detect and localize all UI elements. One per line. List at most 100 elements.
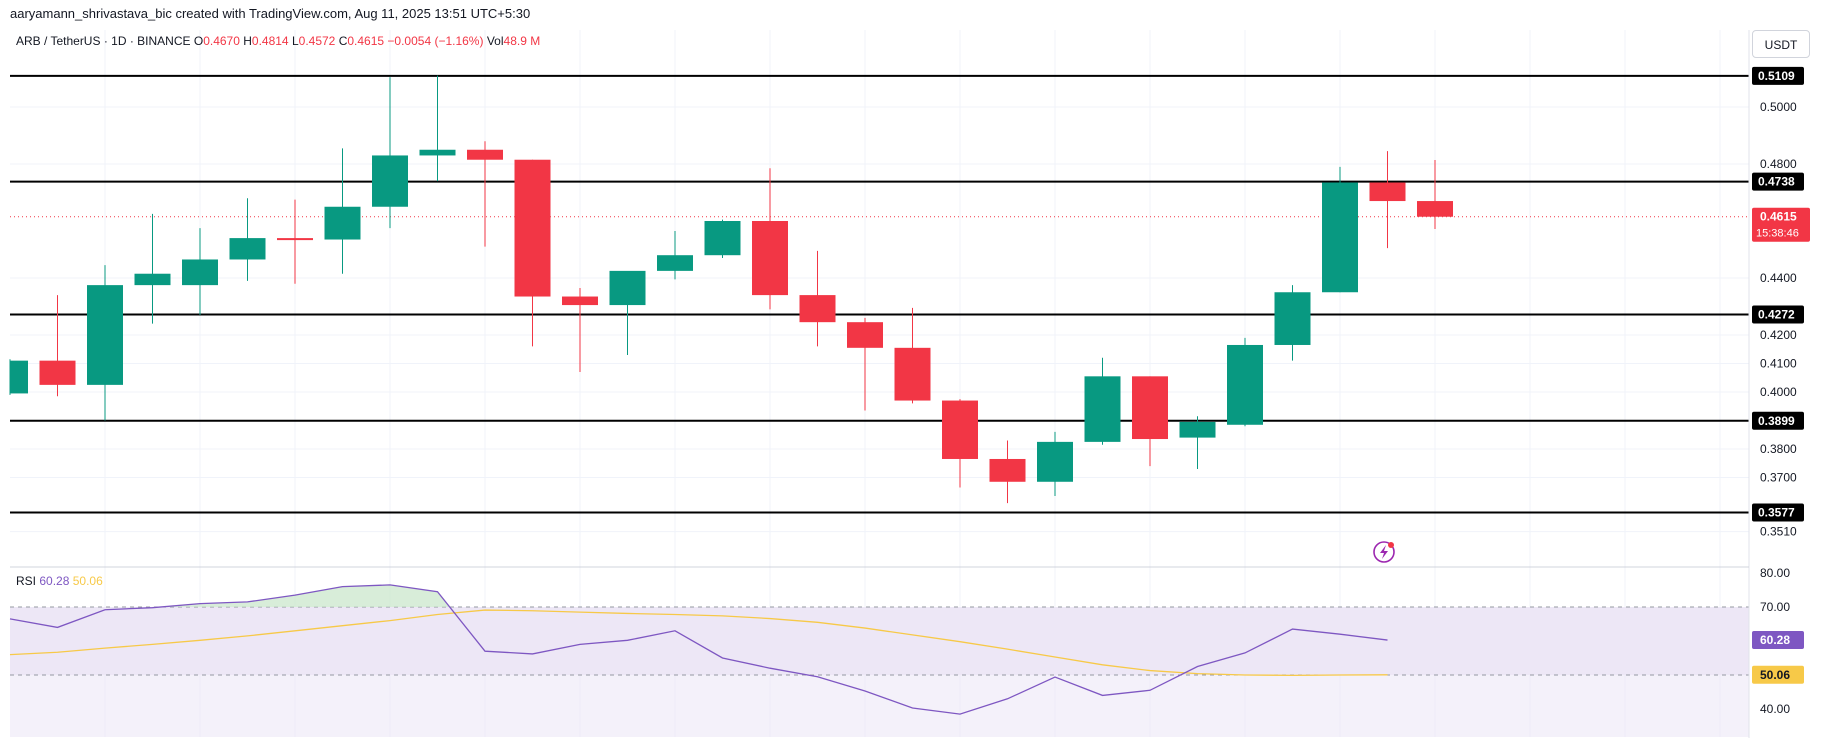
candle-body — [182, 259, 218, 286]
candle — [277, 199, 313, 284]
candle-body — [1369, 182, 1406, 202]
level-tag-label: 0.4738 — [1758, 175, 1795, 189]
candle — [704, 219, 741, 259]
candle — [1274, 285, 1311, 361]
rsi-pane[interactable] — [9, 584, 1388, 715]
rsi-band-fill — [10, 607, 1749, 675]
candle — [894, 307, 931, 404]
candle — [562, 287, 598, 373]
candle-body — [1274, 292, 1311, 345]
support-resistance-levels[interactable] — [10, 74, 1749, 514]
price-tick-label: 0.3700 — [1760, 471, 1797, 485]
volume-value: 48.9 M — [503, 34, 541, 48]
candle-body — [87, 285, 123, 385]
price-tick-label: 0.5000 — [1760, 100, 1797, 114]
current-price-tag — [1752, 207, 1810, 242]
candle — [609, 270, 646, 355]
candle-body — [942, 400, 978, 459]
rsi-overbought-fill — [160, 584, 450, 607]
high-label: H — [243, 34, 252, 48]
open-label: O — [193, 34, 204, 48]
candle — [372, 77, 408, 229]
candlestick-series[interactable] — [9, 75, 1453, 504]
rsi-line — [9, 584, 1388, 715]
candle-body — [1322, 182, 1358, 293]
price-axis[interactable]: 0.5000 0.4800 0.4400 0.4200 0.4100 0.4000 0.38… — [1748, 0, 1825, 738]
rsi-value: 60.28 — [39, 574, 70, 588]
candle — [1132, 376, 1168, 467]
price-tick-label: 0.4200 — [1760, 328, 1797, 342]
currency-button[interactable]: USDT — [1752, 30, 1810, 58]
candle — [39, 295, 76, 397]
candle — [847, 317, 883, 411]
rsi-ma-value: 50.06 — [72, 574, 103, 588]
candle-body — [752, 221, 788, 296]
candle-body — [372, 155, 408, 207]
level-tag — [1752, 66, 1804, 85]
level-tag-label: 0.3899 — [1758, 414, 1795, 428]
candle-body — [894, 347, 931, 401]
candle — [799, 250, 836, 347]
candle-body — [657, 255, 693, 271]
rsi-tick-label: 70.00 — [1760, 600, 1790, 614]
lightning-icon[interactable] — [1373, 541, 1395, 563]
rsi-tick-label: 80.00 — [1760, 566, 1790, 580]
axis-background — [1749, 0, 1825, 738]
candle-body — [514, 159, 551, 297]
rsi-band-lower — [10, 675, 1749, 737]
countdown-label: 15:38:46 — [1756, 228, 1799, 240]
rsi-ma-value-tag-label: 50.06 — [1760, 668, 1790, 682]
low-label: L — [291, 34, 299, 48]
rsi-band — [10, 606, 1749, 737]
price-tick-label: 0.4800 — [1760, 157, 1797, 171]
rsi-ma-line — [9, 609, 1388, 676]
candle-body — [704, 221, 741, 256]
candle — [1322, 166, 1358, 293]
candle-body — [134, 273, 171, 286]
candle — [324, 148, 361, 274]
candle — [134, 213, 171, 324]
level-tag — [1752, 172, 1804, 191]
level-tag — [1752, 503, 1804, 522]
close-label: C — [338, 34, 348, 48]
rsi-value-tag-label: 60.28 — [1760, 633, 1790, 647]
candle-body — [1037, 441, 1073, 482]
candle-body — [1084, 376, 1121, 442]
candle-body — [1227, 344, 1263, 425]
candle-body — [562, 296, 598, 306]
open-value: 0.4670 — [203, 34, 240, 48]
candle — [1227, 337, 1263, 427]
candle-body — [467, 149, 503, 160]
candle — [87, 265, 123, 421]
candle — [1179, 416, 1216, 469]
level-tag — [1752, 305, 1804, 324]
candle-body — [277, 238, 313, 241]
rsi-title[interactable]: RSI — [16, 574, 37, 588]
candle — [1417, 160, 1453, 229]
candle — [467, 141, 503, 247]
symbol-name[interactable]: ARB / TetherUS · 1D · BINANCE — [16, 34, 191, 48]
candle-body — [847, 322, 883, 348]
close-value: 0.4615 — [347, 34, 385, 48]
candle-body — [324, 206, 361, 240]
rsi-legend: RSI 60.28 50.06 — [16, 574, 103, 588]
candle-body — [10, 360, 28, 394]
candle — [1369, 151, 1406, 249]
low-value: 0.4572 — [298, 34, 336, 48]
current-price-label: 0.4615 — [1760, 210, 1797, 224]
candle — [1037, 431, 1073, 497]
level-tag — [1752, 411, 1804, 430]
candle — [1084, 357, 1121, 445]
candle — [514, 159, 551, 347]
rsi-ma-value-tag — [1752, 665, 1804, 684]
candle-body — [1132, 376, 1168, 440]
candle — [752, 168, 788, 310]
price-tick-label: 0.3510 — [1760, 525, 1797, 539]
candle-body — [419, 149, 456, 156]
candle — [989, 440, 1026, 504]
attribution-text: aaryamann_shrivastava_bic created with T… — [10, 6, 531, 21]
attribution-bar: aaryamann_shrivastava_bic created with T… — [0, 0, 1825, 28]
level-tag-label: 0.3577 — [1758, 506, 1795, 520]
rsi-value-tag — [1752, 631, 1804, 650]
